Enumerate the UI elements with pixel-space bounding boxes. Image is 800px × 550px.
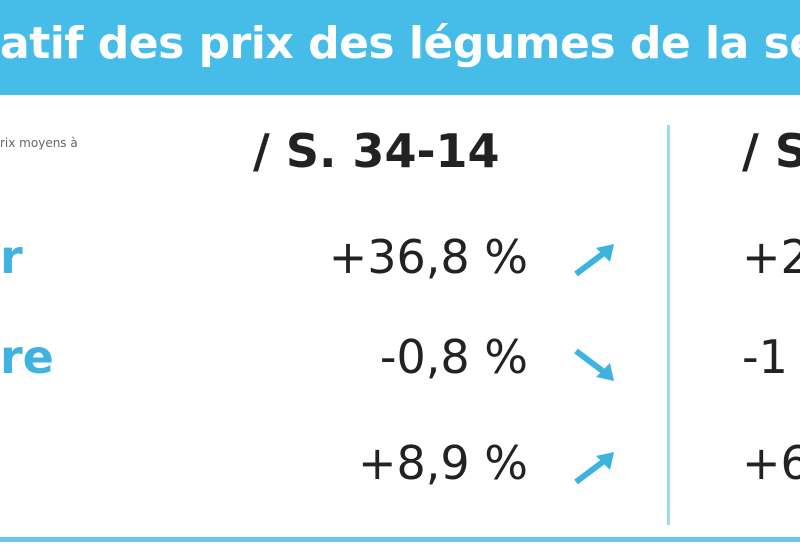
arrow-up [574, 452, 614, 485]
arrow-up [574, 244, 614, 277]
cell: +36,8 % [328, 230, 528, 284]
cell: +6 [742, 436, 800, 490]
cell: -0,8 % [379, 330, 528, 384]
column-header: / S [742, 124, 800, 178]
row-label: r [0, 230, 23, 284]
bottom-rule [0, 537, 800, 542]
column-header: / S. 34-14 [253, 124, 500, 178]
note: rix moyens à [0, 136, 78, 150]
arrow-down [574, 348, 614, 381]
title: atif des prix des légumes de la ser [0, 18, 800, 69]
title-bar [0, 0, 800, 95]
cell: +8,9 % [357, 436, 528, 490]
row-label: re [0, 330, 54, 384]
cell: -1 [742, 330, 788, 384]
cell: +2 [742, 230, 800, 284]
divider [667, 125, 670, 525]
